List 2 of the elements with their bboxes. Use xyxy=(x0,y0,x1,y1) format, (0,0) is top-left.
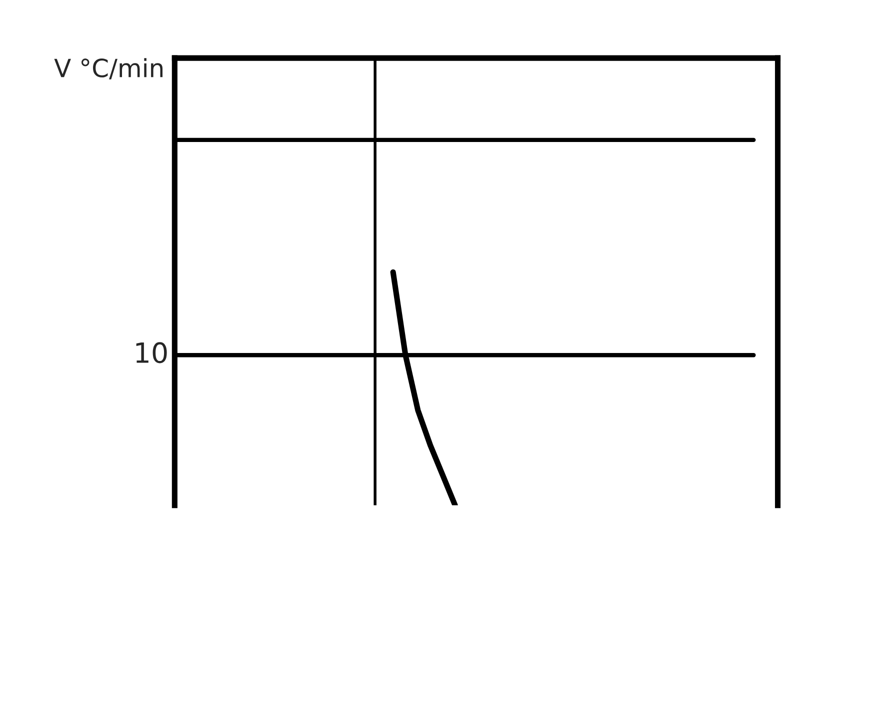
text: V °C/min xyxy=(54,58,162,80)
text: 10 xyxy=(136,342,167,364)
